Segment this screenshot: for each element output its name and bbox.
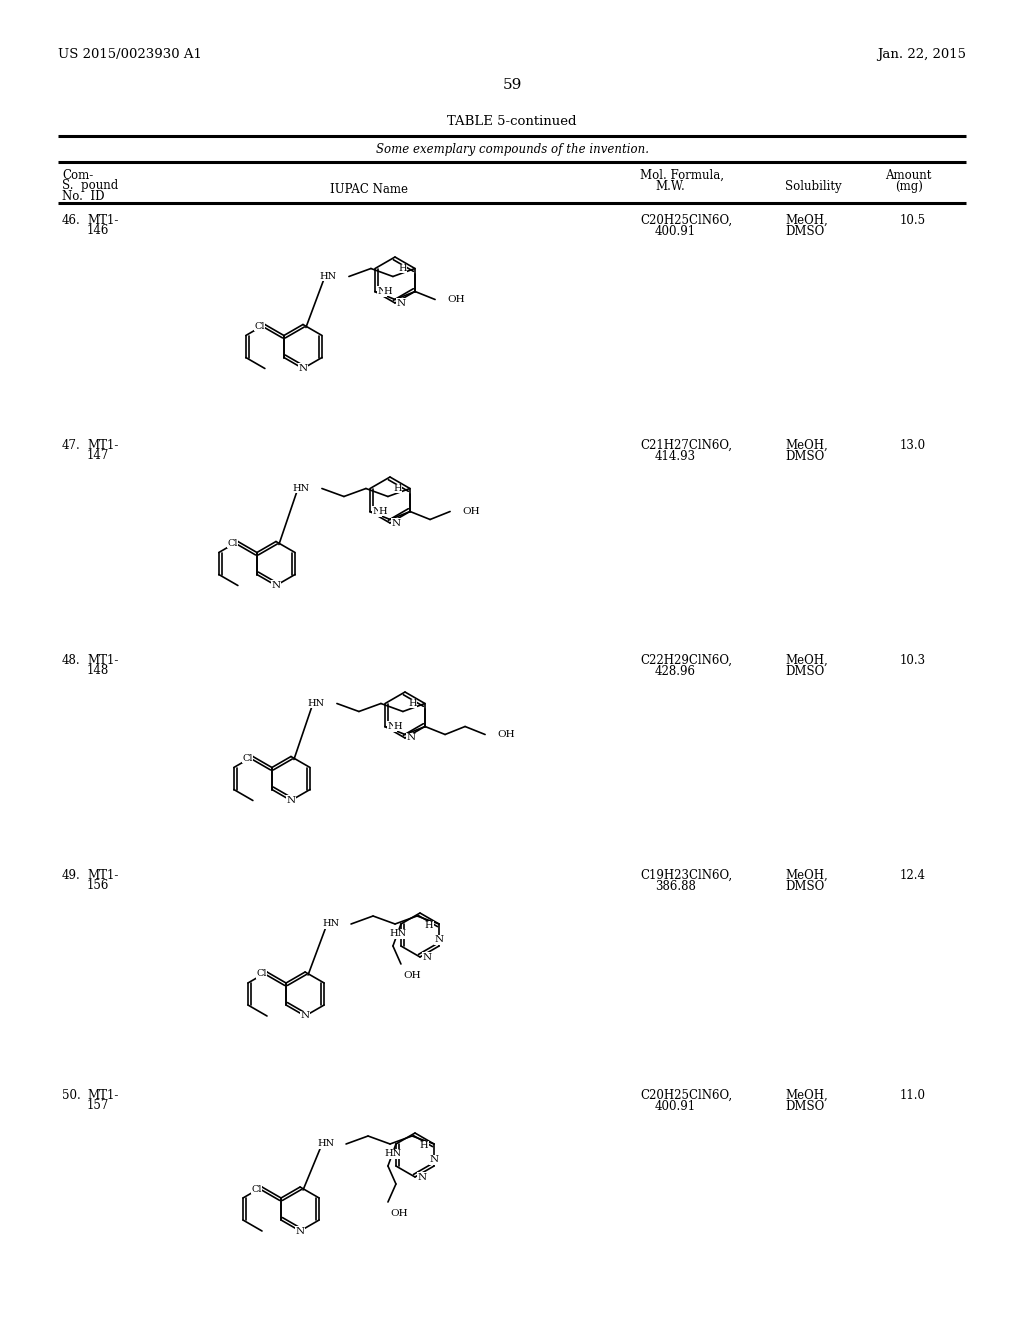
Text: US 2015/0023930 A1: US 2015/0023930 A1 <box>58 48 202 61</box>
Text: N: N <box>298 364 307 374</box>
Text: Some exemplary compounds of the invention.: Some exemplary compounds of the inventio… <box>376 143 648 156</box>
Text: 386.88: 386.88 <box>655 880 696 894</box>
Text: C22H29ClN6O,: C22H29ClN6O, <box>640 653 732 667</box>
Text: Solubility: Solubility <box>785 180 842 193</box>
Text: MT1-: MT1- <box>87 653 119 667</box>
Text: H: H <box>424 921 433 931</box>
Text: HN: HN <box>389 929 407 939</box>
Text: HN: HN <box>319 272 337 281</box>
Text: C20H25ClN6O,: C20H25ClN6O, <box>640 214 732 227</box>
Text: HN: HN <box>322 920 339 928</box>
Text: N: N <box>423 953 432 961</box>
Text: N: N <box>429 1155 438 1164</box>
Text: MeOH,: MeOH, <box>785 869 827 882</box>
Text: 12.4: 12.4 <box>900 869 926 882</box>
Text: 156: 156 <box>87 879 110 892</box>
Text: N: N <box>271 581 281 590</box>
Text: IUPAC Name: IUPAC Name <box>330 183 408 195</box>
Text: 428.96: 428.96 <box>655 665 696 678</box>
Text: S.  pound: S. pound <box>62 180 118 191</box>
Text: Cl: Cl <box>243 754 253 763</box>
Text: 414.93: 414.93 <box>655 450 696 463</box>
Text: N: N <box>434 936 443 945</box>
Text: 59: 59 <box>503 78 521 92</box>
Text: DMSO: DMSO <box>785 665 824 678</box>
Text: N: N <box>392 519 401 528</box>
Text: C19H23ClN6O,: C19H23ClN6O, <box>640 869 732 882</box>
Text: C21H27ClN6O,: C21H27ClN6O, <box>640 440 732 451</box>
Text: H: H <box>378 507 387 516</box>
Text: 11.0: 11.0 <box>900 1089 926 1102</box>
Text: DMSO: DMSO <box>785 880 824 894</box>
Text: H: H <box>393 484 401 492</box>
Text: Cl: Cl <box>227 539 238 548</box>
Text: M.W.: M.W. <box>655 180 685 193</box>
Text: TABLE 5-continued: TABLE 5-continued <box>447 115 577 128</box>
Text: H: H <box>420 1142 428 1151</box>
Text: MeOH,: MeOH, <box>785 214 827 227</box>
Text: MeOH,: MeOH, <box>785 653 827 667</box>
Text: HN: HN <box>316 1139 334 1148</box>
Text: 10.3: 10.3 <box>900 653 926 667</box>
Text: 10.5: 10.5 <box>900 214 926 227</box>
Text: DMSO: DMSO <box>785 1100 824 1113</box>
Text: MeOH,: MeOH, <box>785 440 827 451</box>
Text: N: N <box>377 286 386 296</box>
Text: OH: OH <box>497 730 515 739</box>
Text: 48.: 48. <box>62 653 81 667</box>
Text: MT1-: MT1- <box>87 1089 119 1102</box>
Text: N: N <box>397 298 407 308</box>
Text: 148: 148 <box>87 664 110 677</box>
Text: MT1-: MT1- <box>87 440 119 451</box>
Text: HN: HN <box>293 484 310 492</box>
Text: Amount: Amount <box>885 169 932 182</box>
Text: Cl: Cl <box>254 322 265 331</box>
Text: Jan. 22, 2015: Jan. 22, 2015 <box>877 48 966 61</box>
Text: N: N <box>296 1226 305 1236</box>
Text: Mol. Formula,: Mol. Formula, <box>640 169 724 182</box>
Text: DMSO: DMSO <box>785 450 824 463</box>
Text: No.  ID: No. ID <box>62 190 104 203</box>
Text: N: N <box>300 1011 309 1020</box>
Text: (mg): (mg) <box>895 180 923 193</box>
Text: H: H <box>398 264 407 273</box>
Text: N: N <box>372 507 381 516</box>
Text: H: H <box>409 700 417 708</box>
Text: C20H25ClN6O,: C20H25ClN6O, <box>640 1089 732 1102</box>
Text: HN: HN <box>308 700 325 708</box>
Text: N: N <box>387 722 396 731</box>
Text: 400.91: 400.91 <box>655 1100 696 1113</box>
Text: H: H <box>383 286 392 296</box>
Text: 157: 157 <box>87 1100 110 1111</box>
Text: N: N <box>287 796 296 805</box>
Text: HN: HN <box>384 1150 401 1159</box>
Text: 13.0: 13.0 <box>900 440 926 451</box>
Text: 46.: 46. <box>62 214 81 227</box>
Text: OH: OH <box>447 294 465 304</box>
Text: MT1-: MT1- <box>87 869 119 882</box>
Text: 47.: 47. <box>62 440 81 451</box>
Text: 400.91: 400.91 <box>655 224 696 238</box>
Text: Cl: Cl <box>256 969 267 978</box>
Text: OH: OH <box>462 507 479 516</box>
Text: 50.: 50. <box>62 1089 81 1102</box>
Text: H: H <box>393 722 401 731</box>
Text: 49.: 49. <box>62 869 81 882</box>
Text: 147: 147 <box>87 449 110 462</box>
Text: Com-: Com- <box>62 169 93 182</box>
Text: MeOH,: MeOH, <box>785 1089 827 1102</box>
Text: OH: OH <box>403 972 421 981</box>
Text: N: N <box>418 1172 427 1181</box>
Text: DMSO: DMSO <box>785 224 824 238</box>
Text: OH: OH <box>390 1209 408 1218</box>
Text: 146: 146 <box>87 224 110 238</box>
Text: MT1-: MT1- <box>87 214 119 227</box>
Text: N: N <box>407 734 416 742</box>
Text: Cl: Cl <box>252 1184 262 1193</box>
